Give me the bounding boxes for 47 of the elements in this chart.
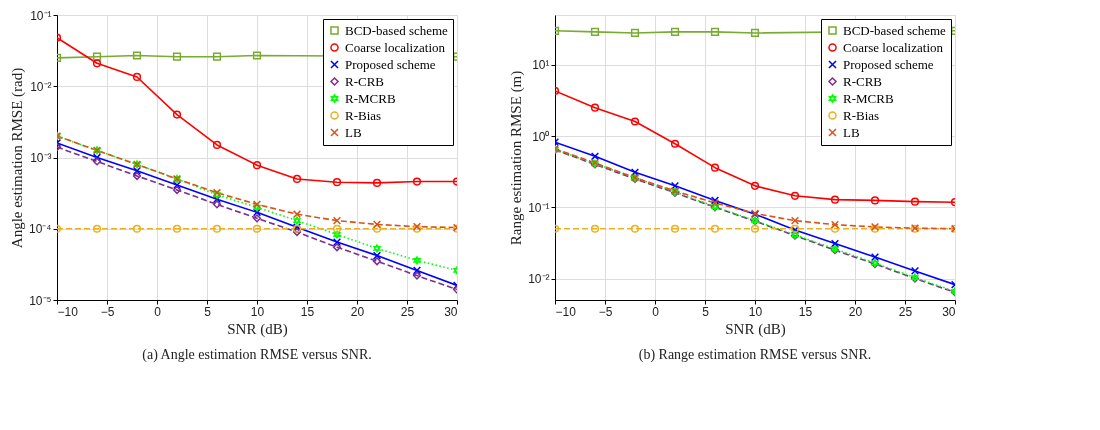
- legend-label: Proposed scheme: [345, 56, 436, 72]
- text: (b) Range estimation RMSE versus SNR.: [638, 347, 872, 363]
- x-tick-label: 25: [400, 304, 415, 319]
- legend-label: R-Bias: [345, 107, 382, 123]
- x-tick-label: 0: [154, 304, 162, 319]
- x-tick-label: 25: [898, 304, 913, 319]
- x-tick-label: 30: [444, 304, 458, 319]
- legend-label: R-Bias: [843, 107, 880, 123]
- legend-label: BCD-based scheme: [345, 22, 449, 38]
- x-tick-label: −5: [100, 304, 115, 319]
- x-axis-title: SNR (dB): [725, 320, 786, 338]
- y-axis-title: Angle estimation RMSE (rad): [9, 67, 26, 249]
- x-tick-label: 0: [652, 304, 660, 319]
- x-tick-label: 30: [942, 304, 956, 319]
- x-tick-label: 5: [204, 304, 212, 319]
- legend-label: LB: [345, 124, 362, 140]
- x-tick-label: −5: [598, 304, 613, 319]
- x-tick-label: 15: [798, 304, 813, 319]
- y-tick-label: 10¹: [532, 58, 550, 73]
- y-tick-label: 10⁻⁵: [29, 293, 52, 308]
- legend-label: R-MCRB: [843, 90, 894, 106]
- legend-label: Proposed scheme: [843, 56, 934, 72]
- x-tick-label: 10: [748, 304, 763, 319]
- legend-label: Coarse localization: [843, 39, 944, 55]
- y-tick-label: 10⁻¹: [528, 200, 550, 215]
- legend-label: R-MCRB: [345, 90, 396, 106]
- legend-label: Coarse localization: [345, 39, 446, 55]
- y-tick-label: 10⁻³: [30, 151, 52, 165]
- y-tick-label: 10⁻¹: [30, 8, 52, 23]
- x-tick-label: −10: [555, 304, 577, 319]
- legend-label: R-CRB: [345, 73, 385, 89]
- x-axis-title: SNR (dB): [227, 320, 288, 338]
- x-tick-label: −10: [57, 304, 79, 319]
- y-tick-label: 10⁻²: [30, 79, 52, 94]
- legend-label: R-CRB: [843, 73, 883, 89]
- x-tick-label: 20: [848, 304, 863, 319]
- y-tick-label: 10⁻²: [528, 272, 550, 287]
- y-tick-label: 10⁰: [532, 129, 550, 144]
- text: (a) Angle estimation RMSE versus SNR.: [142, 347, 372, 363]
- legend-label: BCD-based scheme: [843, 22, 947, 38]
- x-tick-label: 10: [250, 304, 265, 319]
- y-tick-label: 10⁻⁴: [28, 222, 52, 237]
- x-tick-label: 20: [350, 304, 365, 319]
- y-axis-title: Range estimation RMSE (m): [508, 70, 526, 246]
- x-tick-label: 5: [702, 304, 710, 319]
- legend-label: LB: [843, 124, 860, 140]
- x-tick-label: 15: [300, 304, 315, 319]
